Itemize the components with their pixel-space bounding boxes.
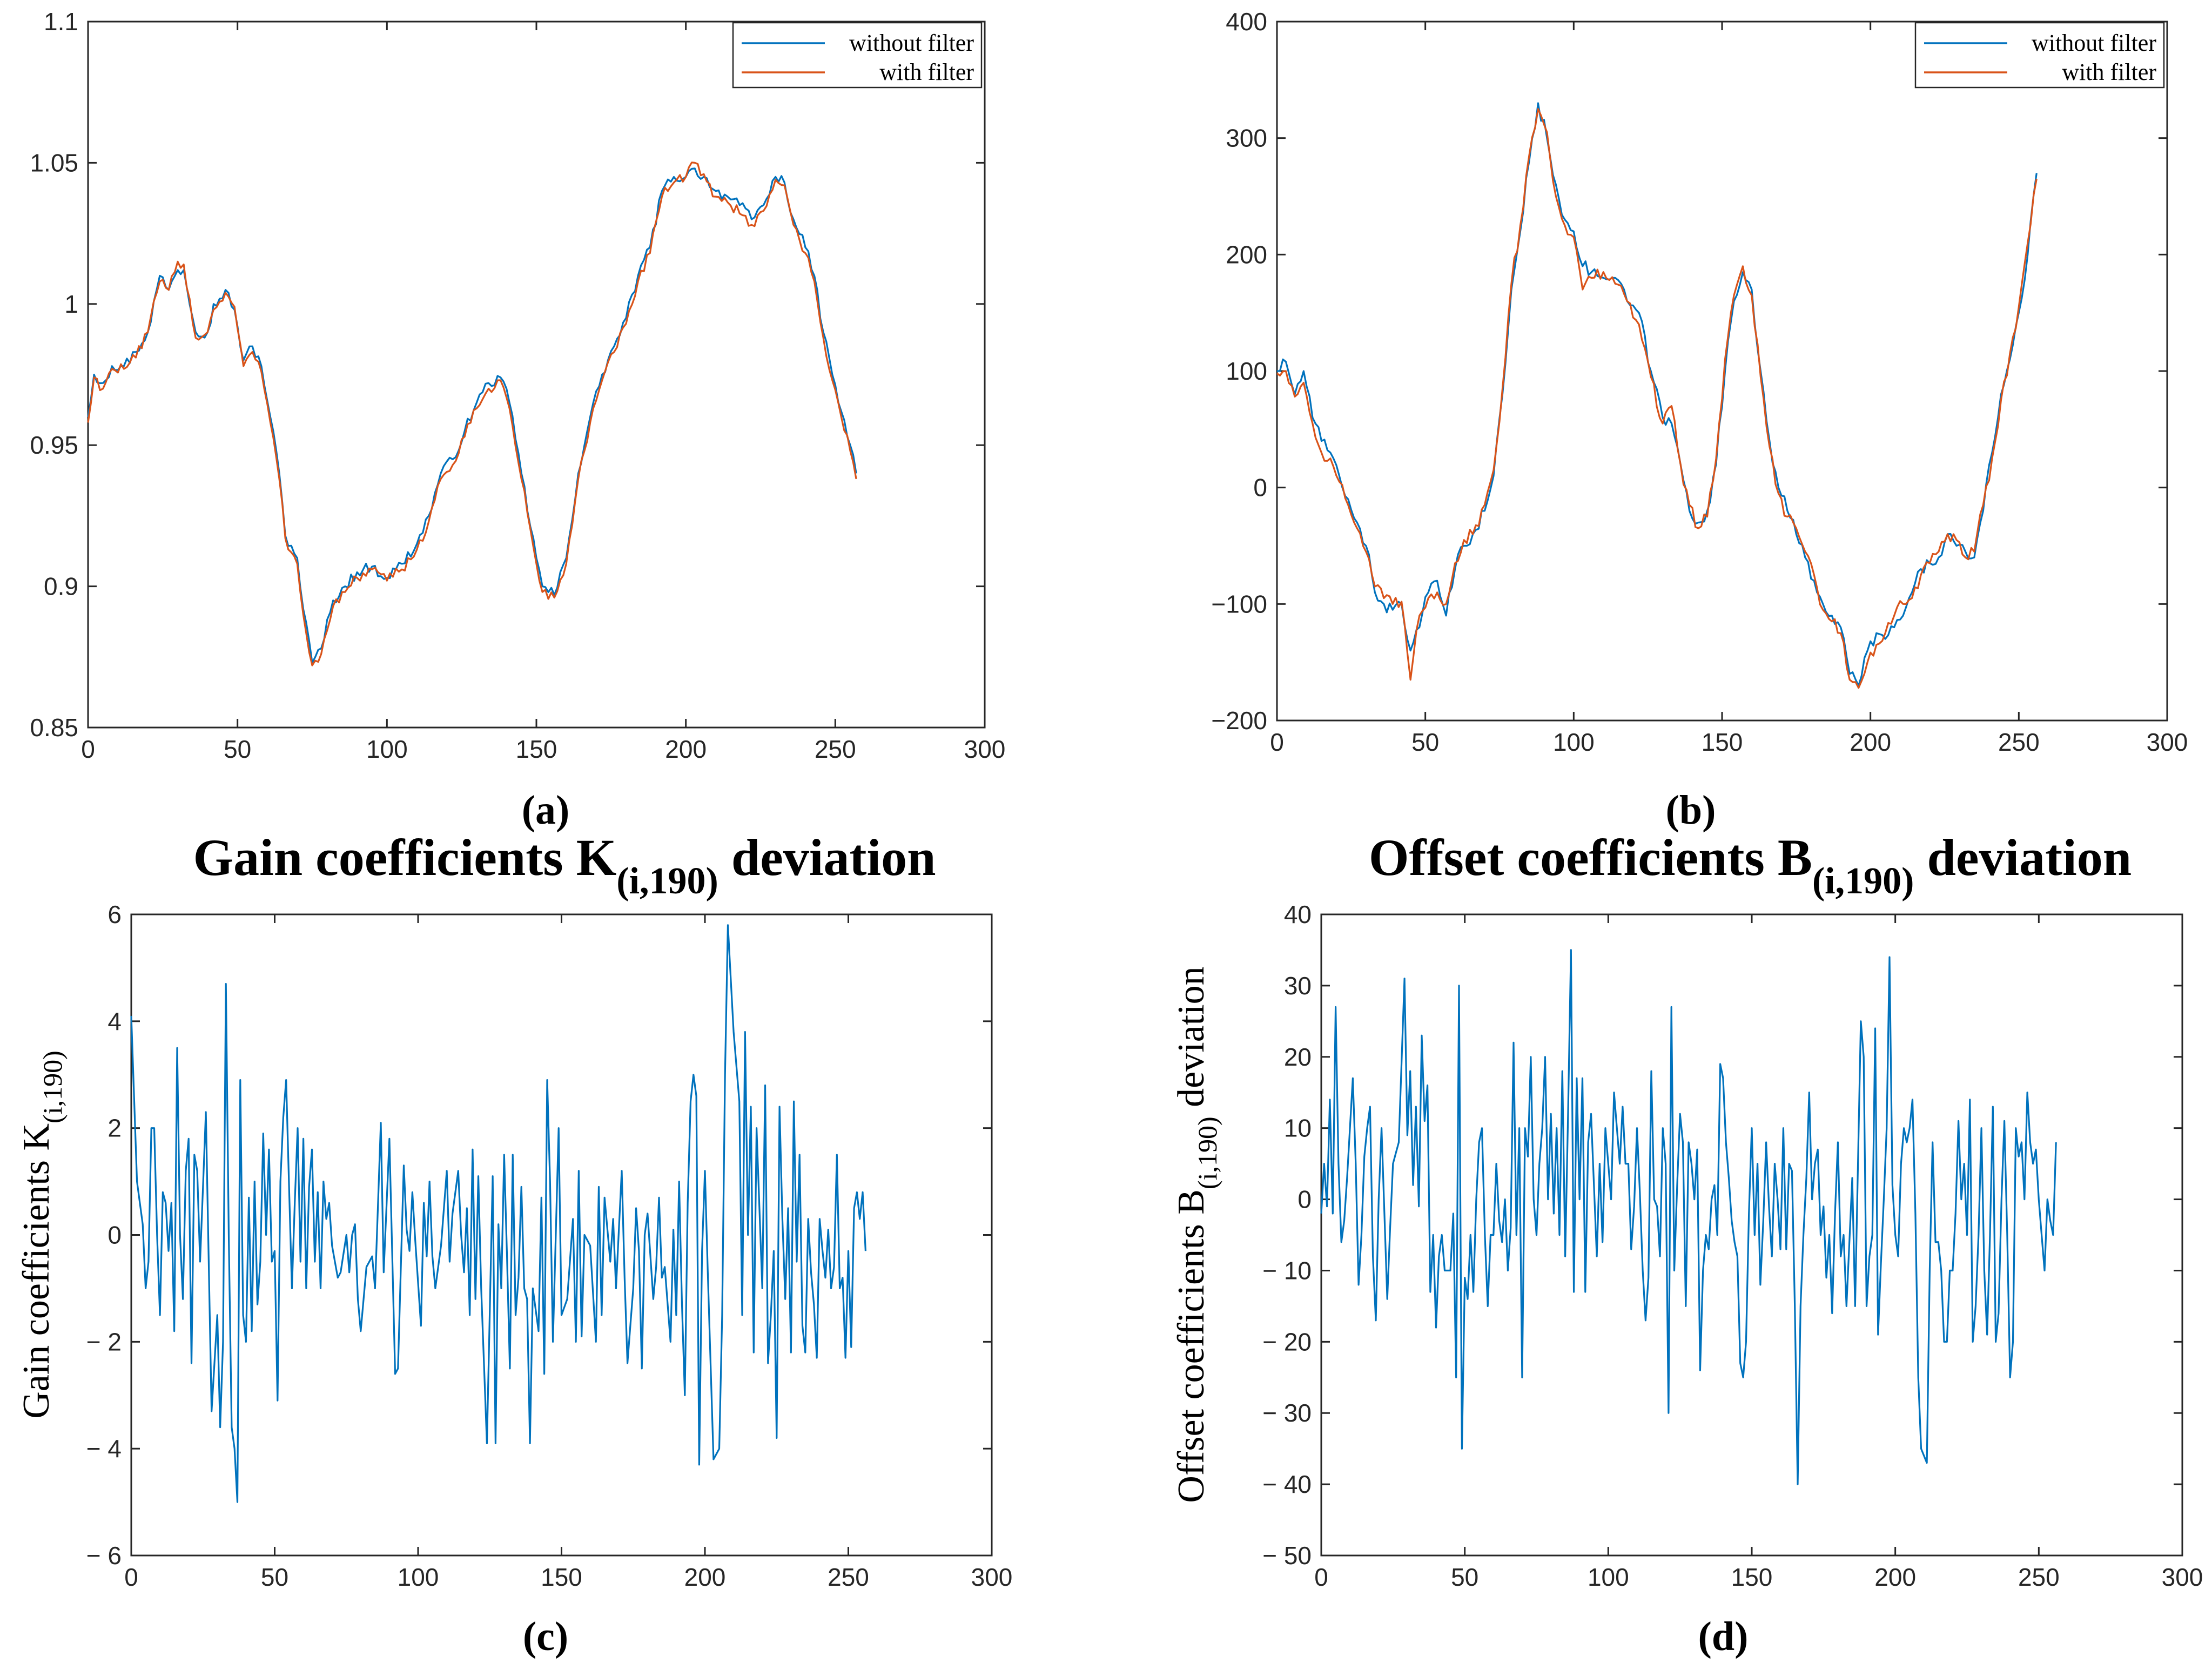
y-tick-label: 4 <box>107 1007 122 1035</box>
legend-a <box>732 22 983 89</box>
y-tick-label: 400 <box>1226 8 1267 36</box>
y-tick-label: 6 <box>107 900 122 928</box>
x-tick-label: 100 <box>398 1563 439 1591</box>
y-tick-label: 30 <box>1284 972 1312 1000</box>
y-tick-label: 2 <box>107 1114 122 1142</box>
x-tick-label: 100 <box>1553 728 1595 756</box>
x-tick-label: 250 <box>1998 728 2040 756</box>
x-tick-label: 150 <box>541 1563 582 1591</box>
x-tick-label: 250 <box>828 1563 869 1591</box>
y-tick-label: − 4 <box>86 1435 122 1463</box>
y-tick-label: 300 <box>1226 124 1267 152</box>
y-tick-label: 0.95 <box>30 431 78 459</box>
x-tick-label: 0 <box>1314 1563 1328 1591</box>
x-tick-label: 200 <box>684 1563 726 1591</box>
x-tick-label: 100 <box>1588 1563 1629 1591</box>
y-tick-label: 0 <box>1297 1186 1312 1214</box>
y-axis-label-c: Gain coefficients K(i,190) <box>16 1051 68 1419</box>
series-line-with-filter <box>87 161 857 666</box>
y-tick-label: − 6 <box>86 1541 122 1570</box>
legend-label: without filter <box>849 30 974 56</box>
x-tick-label: 150 <box>1702 728 1743 756</box>
x-tick-label: 150 <box>516 735 557 763</box>
x-tick-label: 300 <box>971 1563 1013 1591</box>
y-tick-label: − 40 <box>1262 1470 1312 1498</box>
y-tick-label: 1.1 <box>44 8 78 36</box>
y-tick-label: −200 <box>1211 706 1267 735</box>
x-tick-label: 150 <box>1731 1563 1773 1591</box>
x-tick-label: 0 <box>81 735 95 763</box>
panel-label-d: (d) <box>1698 1614 1749 1659</box>
y-tick-label: − 50 <box>1262 1541 1312 1570</box>
legend-label: without filter <box>2032 30 2156 56</box>
chart-title-c: Gain coefficients K(i,190) deviation <box>193 829 936 902</box>
y-tick-label: 10 <box>1284 1114 1312 1142</box>
legend-label: with filter <box>2062 59 2156 85</box>
panel-label-a: (a) <box>522 787 570 833</box>
x-tick-label: 100 <box>366 735 408 763</box>
x-tick-label: 50 <box>1451 1563 1478 1591</box>
y-tick-label: 0.9 <box>44 573 78 601</box>
plot-area-a <box>87 21 986 729</box>
panel-d-chart: 0 50 100 150 200 250 300 − 50 − 40 − 30 − 20 − 10 0 1… <box>1171 829 2203 1659</box>
y-tick-label: − 10 <box>1262 1256 1312 1284</box>
x-tick-label: 300 <box>2162 1563 2203 1591</box>
y-tick-label: 0 <box>107 1221 122 1249</box>
legend-b <box>1914 22 2165 89</box>
series-line-deviation <box>1320 949 2057 1485</box>
x-tick-label: 50 <box>224 735 251 763</box>
legend-label: with filter <box>879 59 974 85</box>
panel-c-chart: 0 50 100 150 200 250 300 − 6 − 4 − 2 0 2 4 6 (c) Gain c… <box>16 829 1012 1659</box>
x-tick-label: 200 <box>665 735 707 763</box>
panel-b-chart: 0 50 100 150 200 250 300 −200 −100 0 100 200 300 400 w… <box>1211 8 2188 833</box>
x-tick-label: 200 <box>1850 728 1891 756</box>
x-tick-label: 300 <box>2147 728 2188 756</box>
plot-area-d <box>1320 913 2183 1557</box>
plot-area-b <box>1276 21 2168 722</box>
x-tick-label: 0 <box>1270 728 1284 756</box>
x-tick-label: 0 <box>124 1563 138 1591</box>
x-tick-label: 300 <box>964 735 1006 763</box>
y-tick-label: − 20 <box>1262 1328 1312 1356</box>
y-tick-label: 20 <box>1284 1043 1312 1071</box>
y-tick-label: −100 <box>1211 590 1267 618</box>
y-tick-label: 1.05 <box>30 149 78 177</box>
y-tick-label: 200 <box>1226 240 1267 268</box>
y-tick-label: 0 <box>1253 474 1267 502</box>
panel-label-b: (b) <box>1666 787 1716 833</box>
panel-label-c: (c) <box>523 1614 568 1659</box>
x-tick-label: 250 <box>2018 1563 2060 1591</box>
x-tick-label: 50 <box>261 1563 288 1591</box>
panel-a-chart: 0 50 100 150 200 250 300 0.85 0.9 0.95 1 1.05 1.1 wit… <box>30 8 1005 833</box>
y-tick-label: 100 <box>1226 357 1267 385</box>
y-tick-label: 0.85 <box>30 713 78 742</box>
series-line-with-filter <box>1276 108 2038 689</box>
x-tick-label: 200 <box>1874 1563 1916 1591</box>
y-tick-label: − 30 <box>1262 1399 1312 1427</box>
y-tick-label: 40 <box>1284 900 1312 928</box>
y-axis-label-d: Offset coefficients B(i,190) deviation <box>1171 966 1222 1503</box>
y-tick-label: 1 <box>64 290 78 318</box>
chart-title-d: Offset coefficients B(i,190) deviation <box>1369 829 2132 902</box>
x-tick-label: 250 <box>815 735 856 763</box>
y-tick-label: − 2 <box>86 1328 122 1356</box>
x-tick-label: 50 <box>1411 728 1439 756</box>
series-line-deviation <box>130 924 866 1503</box>
